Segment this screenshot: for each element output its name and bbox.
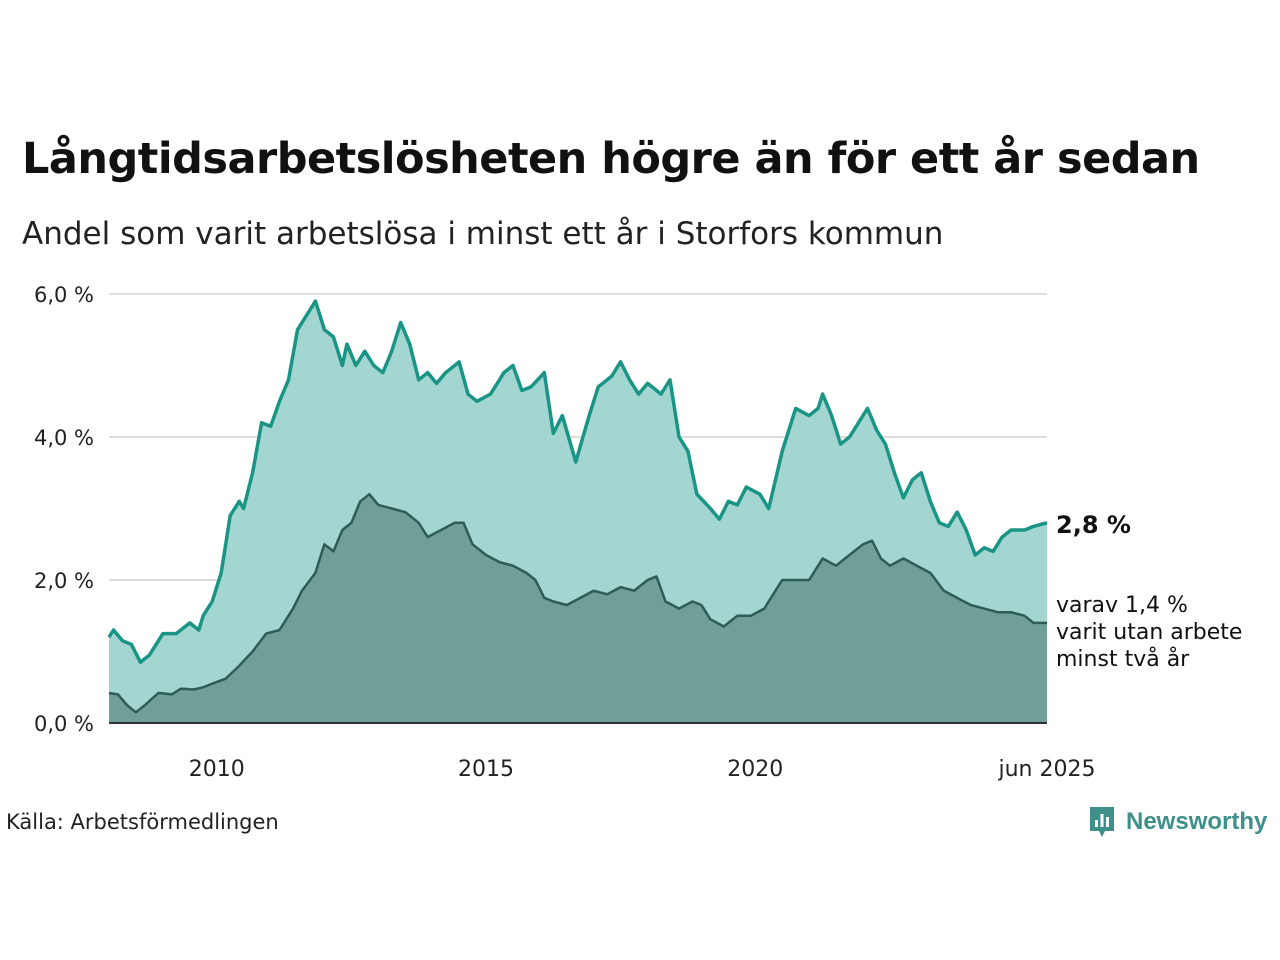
chart-title: Långtidsarbetslösheten högre än för ett … (22, 134, 1200, 184)
x-tick-label: jun 2025 (998, 757, 1096, 782)
long-term-label-line-2: varit utan arbete (1056, 620, 1242, 645)
long-term-label-line-1: varav 1,4 % (1056, 593, 1188, 618)
chart-subtitle: Andel som varit arbetslösa i minst ett å… (22, 216, 944, 252)
long-term-area (109, 494, 1047, 723)
x-tick-label: 2015 (458, 757, 514, 782)
total-value-label: 2,8 % (1056, 511, 1131, 539)
source-note: Källa: Arbetsförmedlingen (6, 810, 279, 834)
newsworthy-logo[interactable]: Newsworthy (1088, 804, 1267, 840)
newsworthy-logo-icon (1090, 807, 1114, 837)
x-tick-label: 2020 (727, 757, 783, 782)
y-axis-ticks: 6,0 % 4,0 % 2,0 % 0,0 % (34, 283, 94, 736)
area-series (107, 299, 1048, 724)
y-tick-label: 2,0 % (34, 569, 94, 593)
x-tick-label: 2010 (189, 757, 245, 782)
newsworthy-logo-text: Newsworthy (1126, 808, 1268, 835)
long-term-line (108, 492, 1047, 714)
y-tick-label: 6,0 % (34, 283, 94, 307)
y-tick-label: 4,0 % (34, 426, 94, 450)
y-tick-label: 0,0 % (34, 712, 94, 736)
total-line (107, 299, 1048, 664)
long-term-label-line-3: minst två år (1056, 646, 1190, 672)
x-axis-ticks: 2010 2015 2020 jun 2025 (189, 757, 1096, 782)
